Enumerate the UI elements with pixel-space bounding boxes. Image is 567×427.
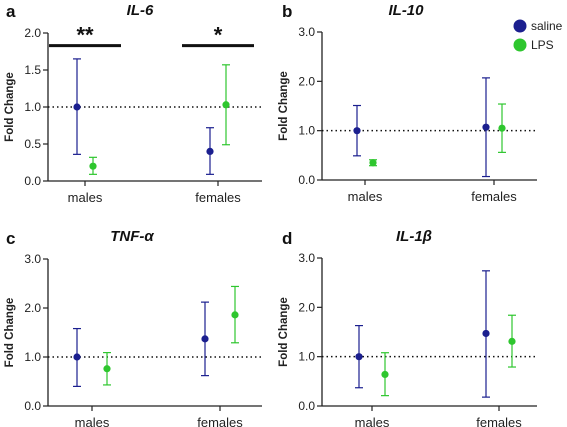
y-axis-label: Fold Change <box>4 72 16 142</box>
y-tick-label: 1.0 <box>24 100 41 114</box>
significance-label: * <box>214 23 223 48</box>
y-axis-label: Fold Change <box>278 297 290 367</box>
data-point-saline <box>353 127 361 135</box>
legend-marker-saline <box>513 19 527 33</box>
y-tick-label: 3.0 <box>298 25 315 39</box>
data-point-saline <box>482 123 490 131</box>
x-category-label: males <box>68 190 103 205</box>
significance-label: ** <box>76 23 94 48</box>
y-tick-label: 1.0 <box>298 124 315 138</box>
y-tick-label: 3.0 <box>298 251 315 265</box>
x-category-label: males <box>355 415 390 427</box>
panel-letter: a <box>6 2 16 21</box>
y-axis-label: Fold Change <box>4 298 16 368</box>
panel-letter: c <box>6 229 15 248</box>
y-tick-label: 2.0 <box>24 26 41 40</box>
x-category-label: females <box>471 189 517 204</box>
legend: saline LPS <box>513 19 563 52</box>
legend-label-lps: LPS <box>531 38 554 52</box>
y-tick-label: 0.0 <box>24 399 41 413</box>
y-axis-label: Fold Change <box>278 71 290 141</box>
x-category-label: males <box>75 415 110 427</box>
y-tick-label: 1.0 <box>24 350 41 364</box>
data-point-saline <box>206 147 214 155</box>
panel-a: a IL-6 Fold Change 0.0 0.5 1.0 1.5 2.0 males fema… <box>4 2 262 205</box>
legend-label-saline: saline <box>531 19 563 33</box>
y-tick-label: 2.0 <box>298 74 315 88</box>
panel-d: d IL-1β Fold Change 0.0 1.0 2.0 3.0 males female… <box>278 228 537 427</box>
data-point-lps <box>89 162 97 170</box>
x-category-label: females <box>197 415 243 427</box>
data-point-lps <box>222 101 230 109</box>
y-tick-label: 0.5 <box>24 137 41 151</box>
y-tick-label: 1.0 <box>298 350 315 364</box>
panel-letter: b <box>282 2 292 21</box>
data-point-saline <box>482 329 490 338</box>
data-point-lps <box>369 159 377 167</box>
data-point-lps <box>103 365 111 373</box>
data-point-lps <box>508 337 516 345</box>
panel-letter: d <box>282 229 292 248</box>
y-tick-label: 2.0 <box>24 301 41 315</box>
y-tick-label: 0.0 <box>298 399 315 413</box>
y-tick-label: 0.0 <box>24 174 41 188</box>
data-point-saline <box>73 353 81 361</box>
x-category-label: females <box>476 415 522 427</box>
y-tick-label: 1.5 <box>24 63 41 77</box>
data-point-lps <box>498 124 506 132</box>
panel-title: TNF-α <box>110 228 154 245</box>
y-tick-label: 0.0 <box>298 173 315 187</box>
panel-title: IL-1β <box>396 228 432 245</box>
data-point-lps <box>381 370 389 379</box>
panel-b: b IL-10 Fold Change 0.0 1.0 2.0 3.0 males female… <box>278 2 537 204</box>
data-point-saline <box>355 353 363 361</box>
panel-title: IL-10 <box>388 2 424 19</box>
data-point-saline <box>73 103 81 111</box>
panel-c: c TNF-α Fold Change 0.0 1.0 2.0 3.0 males female… <box>4 228 262 427</box>
legend-marker-lps <box>513 38 527 52</box>
data-point-lps <box>231 311 239 319</box>
y-tick-label: 2.0 <box>298 300 315 314</box>
y-tick-label: 3.0 <box>24 252 41 266</box>
x-category-label: males <box>348 189 383 204</box>
panel-title: IL-6 <box>127 2 154 19</box>
x-category-label: females <box>195 190 241 205</box>
data-point-saline <box>201 335 209 343</box>
